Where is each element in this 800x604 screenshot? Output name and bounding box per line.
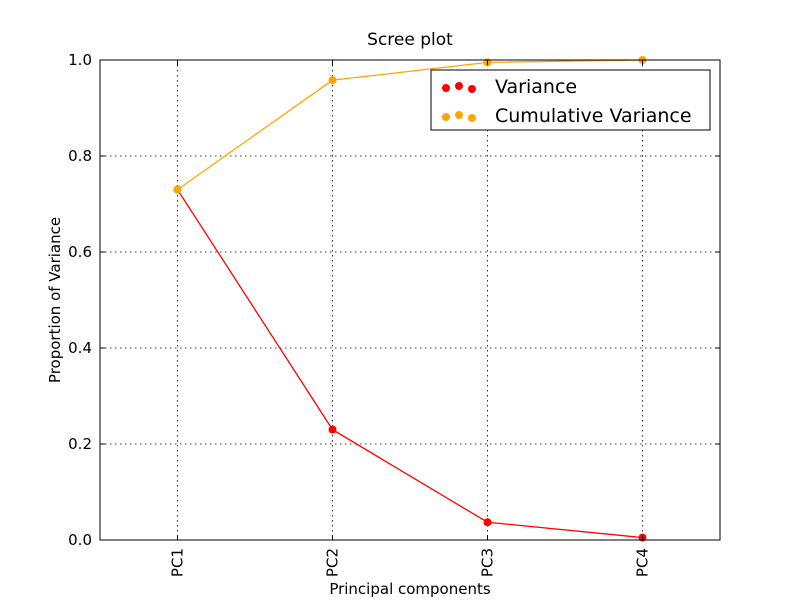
- legend-marker-cumulative-variance: [468, 114, 476, 122]
- y-tick-label: 0.6: [68, 243, 92, 261]
- chart-title: Scree plot: [367, 30, 453, 50]
- legend-marker-cumulative-variance: [455, 111, 463, 119]
- y-axis-label: Proportion of Variance: [46, 217, 64, 383]
- legend-marker-variance: [442, 84, 450, 92]
- y-tick-label: 0.8: [68, 147, 92, 165]
- x-tick-label: PC3: [479, 548, 497, 577]
- x-axis-label: Principal components: [329, 580, 491, 598]
- ticks: PC1 PC2 PC3 PC4 0.0 0.2 0.4 0.6 0.8 1.0: [68, 51, 720, 577]
- y-tick-label: 0.0: [68, 531, 92, 549]
- y-tick-label: 0.2: [68, 435, 92, 453]
- data-point-cumulative-variance: [173, 185, 182, 194]
- y-tick-label: 0.4: [68, 339, 92, 357]
- series-line-cumulative-variance: [177, 59, 643, 191]
- legend: Variance Cumulative Variance: [430, 69, 711, 131]
- series-line-variance: [176, 189, 643, 539]
- legend-marker-cumulative-variance: [442, 113, 450, 121]
- legend-marker-variance: [455, 82, 463, 90]
- legend-label-cumulative-variance: Cumulative Variance: [495, 105, 692, 127]
- legend-label-variance: Variance: [495, 76, 577, 98]
- x-tick-label: PC2: [324, 548, 342, 577]
- plot-frame: [99, 59, 721, 541]
- x-tick-label: PC1: [169, 548, 187, 577]
- legend-box: [430, 69, 711, 131]
- legend-markers: [442, 82, 476, 122]
- data-point-cumulative-variance: [328, 76, 337, 85]
- y-tick-label: 1.0: [68, 51, 92, 69]
- data-point-variance: [483, 518, 492, 527]
- data-point-variance: [328, 425, 337, 434]
- x-tick-label: PC4: [634, 548, 652, 577]
- legend-marker-variance: [468, 85, 476, 93]
